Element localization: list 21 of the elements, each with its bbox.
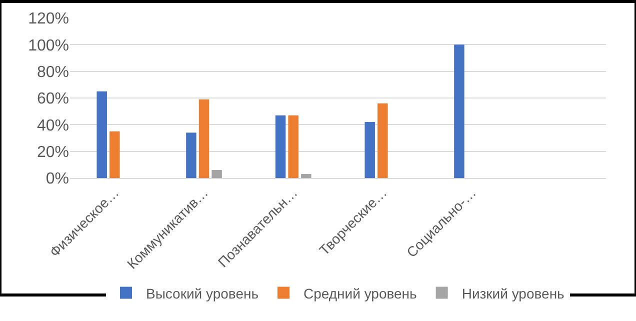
- bar: [110, 131, 120, 178]
- y-tick-label: 0%: [46, 170, 69, 188]
- y-tick-label: 100%: [28, 37, 69, 54]
- bar: [212, 170, 222, 178]
- bar: [288, 115, 298, 178]
- y-tick-label: 40%: [36, 117, 69, 134]
- bar: [364, 122, 375, 178]
- bar: [301, 174, 312, 178]
- bar: [275, 115, 286, 178]
- y-tick-label: 120%: [28, 10, 69, 28]
- legend-label: Средний уровень: [304, 285, 417, 302]
- y-tick-label: 60%: [36, 90, 69, 108]
- y-tick-label: 80%: [36, 64, 69, 81]
- y-tick-label: 20%: [36, 144, 69, 161]
- legend-label: Высокий уровень: [146, 285, 259, 302]
- bar: [96, 91, 107, 178]
- bar: [378, 103, 388, 178]
- legend-label: Низкий уровень: [462, 285, 564, 302]
- bar: [198, 99, 210, 178]
- bar: [454, 44, 464, 178]
- bar: [186, 132, 196, 178]
